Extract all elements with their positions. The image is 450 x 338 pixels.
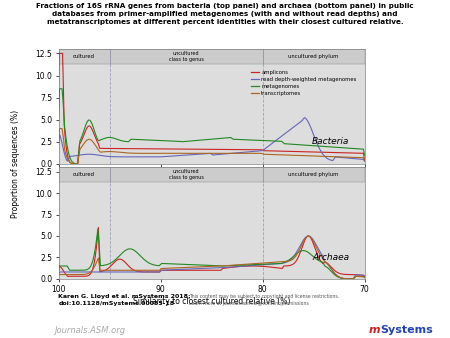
Text: Proportion of sequences (%): Proportion of sequences (%) (11, 110, 20, 218)
Text: Journals.ASM.org: Journals.ASM.org (54, 325, 125, 335)
Text: uncultured phylum: uncultured phylum (288, 54, 339, 59)
Text: Karen G. Lloyd et al. mSystems 2018;
doi:10.1128/mSystems.00055-18: Karen G. Lloyd et al. mSystems 2018; doi… (58, 294, 191, 306)
Text: uncultured
class to genus: uncultured class to genus (169, 169, 203, 180)
Text: Fractions of 16S rRNA genes from bacteria (top panel) and archaea (bottom panel): Fractions of 16S rRNA genes from bacteri… (36, 3, 414, 25)
Text: cultured: cultured (73, 172, 95, 177)
Legend: amplicons, read depth-weighted metagenomes, metagenomes, transcriptomes: amplicons, read depth-weighted metagenom… (249, 68, 359, 98)
Text: uncultured phylum: uncultured phylum (288, 172, 339, 177)
Text: Systems: Systems (380, 324, 433, 335)
Text: Bacteria: Bacteria (312, 137, 349, 146)
Text: Archaea: Archaea (312, 253, 349, 262)
Text: cultured: cultured (73, 54, 95, 59)
Text: uncultured
class to genus: uncultured class to genus (169, 51, 203, 62)
X-axis label: Similarity to closest cultured relative (%): Similarity to closest cultured relative … (133, 297, 290, 306)
Bar (58, 167, 364, 182)
Text: m: m (369, 324, 381, 335)
Text: This content may be subject to copyright and license restrictions.
Learn more at: This content may be subject to copyright… (189, 294, 339, 306)
Bar (58, 49, 364, 64)
